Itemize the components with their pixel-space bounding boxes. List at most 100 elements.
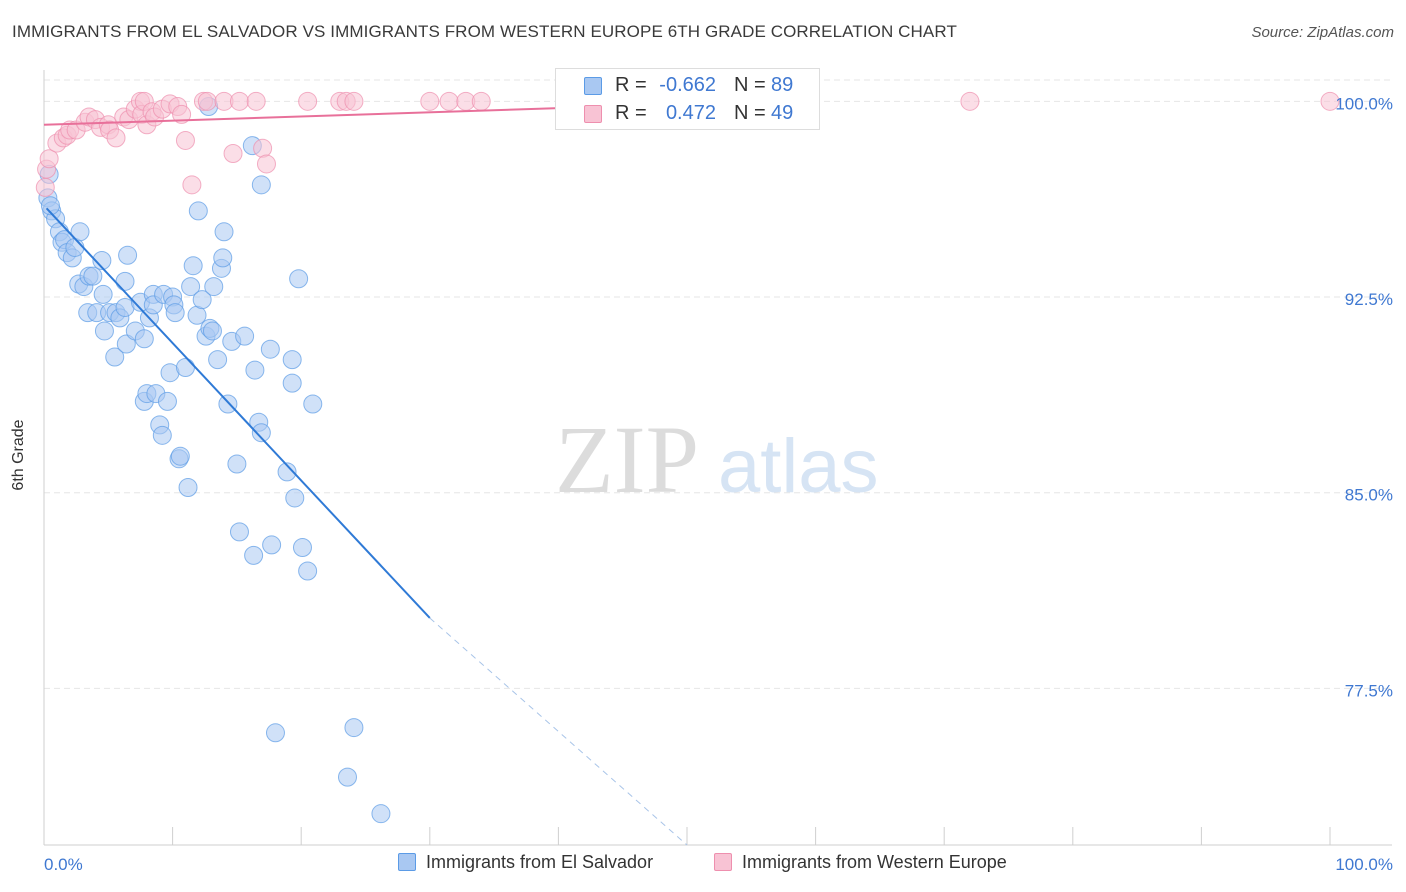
x-tick-labels: 0.0% 100.0%	[44, 855, 1393, 874]
data-point	[172, 104, 192, 124]
data-point	[202, 321, 222, 341]
data-point	[83, 266, 103, 286]
data-point	[183, 256, 203, 276]
y-tick-labels: 100.0% 92.5% 85.0% 77.5%	[1335, 94, 1393, 700]
watermark-atlas: atlas	[718, 424, 879, 509]
data-point	[282, 350, 302, 370]
data-point	[265, 723, 285, 743]
data-point	[214, 222, 234, 242]
gridlines	[44, 79, 1392, 689]
r-value: -0.662	[659, 74, 716, 96]
data-point	[260, 339, 280, 359]
data-point	[40, 196, 60, 216]
data-point	[165, 303, 185, 323]
data-point	[246, 91, 266, 111]
data-point	[289, 269, 309, 289]
data-point	[115, 271, 135, 291]
bottom-legend-western-europe[interactable]: Immigrants from Western Europe	[714, 852, 1007, 873]
chart-title: IMMIGRANTS FROM EL SALVADOR VS IMMIGRANT…	[12, 22, 957, 41]
data-point	[344, 91, 364, 111]
legend-label: Immigrants from El Salvador	[426, 852, 654, 872]
x-tick-label: 100.0%	[1335, 855, 1393, 874]
data-point	[181, 277, 201, 297]
data-point	[245, 360, 265, 380]
legend-swatch-pink	[714, 853, 732, 871]
source-label: Source: ZipAtlas.com	[1251, 24, 1394, 41]
data-point	[218, 394, 238, 414]
data-point	[298, 91, 318, 111]
y-axis-label: 6th Grade	[10, 419, 27, 491]
data-point	[251, 175, 271, 195]
bottom-legend-el-salvador[interactable]: Immigrants from El Salvador	[398, 852, 653, 873]
trendline-el-salvador-extension	[429, 617, 688, 846]
data-point	[204, 277, 224, 297]
data-point	[227, 454, 247, 474]
data-point	[106, 128, 126, 148]
data-point	[208, 350, 228, 370]
series-el-salvador	[38, 97, 391, 824]
data-point	[152, 425, 172, 445]
legend-row-western-europe: R = 0.472 N = 49	[556, 99, 819, 129]
legend-swatch-pink	[584, 105, 602, 123]
data-point	[197, 91, 217, 111]
n-value: 49	[771, 102, 794, 124]
stats-legend: R = -0.662 N = 89 R = 0.472 N = 49	[555, 68, 820, 130]
data-point	[371, 804, 391, 824]
legend-swatch-blue	[398, 853, 416, 871]
data-point	[1320, 91, 1340, 111]
data-point	[282, 373, 302, 393]
n-label: N =	[734, 74, 766, 96]
watermark-zip: ZIP	[555, 406, 699, 513]
data-point	[256, 154, 276, 174]
data-point	[94, 321, 114, 341]
data-point	[229, 522, 249, 542]
data-point	[35, 177, 55, 197]
data-point	[235, 326, 255, 346]
data-point	[229, 91, 249, 111]
trendline-el-salvador	[45, 207, 431, 619]
data-point	[39, 149, 59, 169]
data-point	[298, 561, 318, 581]
data-point	[182, 175, 202, 195]
data-point	[344, 718, 364, 738]
y-tick-label: 77.5%	[1345, 681, 1393, 700]
data-point	[157, 391, 177, 411]
data-point	[244, 545, 264, 565]
data-point	[223, 144, 243, 164]
data-point	[213, 248, 233, 268]
legend-row-el-salvador: R = -0.662 N = 89	[556, 71, 819, 101]
r-value: 0.472	[665, 102, 716, 124]
data-point	[188, 201, 208, 221]
data-point	[170, 446, 190, 466]
n-label: N =	[734, 102, 766, 124]
data-point	[134, 329, 154, 349]
x-tick-label: 0.0%	[44, 855, 83, 874]
data-point	[253, 138, 273, 158]
data-point	[70, 222, 90, 242]
r-label: R =	[615, 74, 647, 96]
y-tick-label: 100.0%	[1335, 94, 1393, 113]
data-point	[116, 334, 136, 354]
data-point	[292, 538, 312, 558]
data-point	[471, 91, 491, 111]
data-point	[178, 478, 198, 498]
data-point	[337, 767, 357, 787]
data-point	[105, 347, 125, 367]
data-point	[118, 245, 138, 265]
r-label: R =	[615, 102, 647, 124]
data-point	[192, 290, 212, 310]
data-point	[93, 284, 113, 304]
data-point	[277, 462, 297, 482]
data-point	[285, 488, 305, 508]
data-point	[175, 357, 195, 377]
data-point	[175, 130, 195, 150]
y-tick-label: 85.0%	[1345, 486, 1393, 505]
data-point	[303, 394, 323, 414]
data-point	[439, 91, 459, 111]
legend-label: Immigrants from Western Europe	[742, 852, 1007, 872]
n-value: 89	[771, 74, 794, 96]
data-point	[92, 250, 112, 270]
data-point	[420, 91, 440, 111]
data-point	[960, 91, 980, 111]
